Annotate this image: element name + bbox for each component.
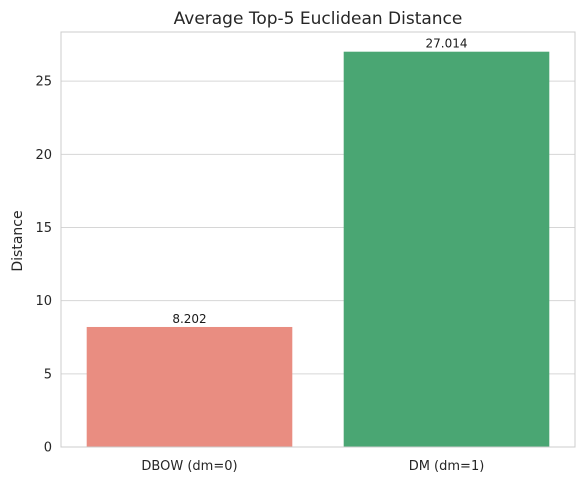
y-tick-label: 0 <box>44 441 52 456</box>
bar-value-label: 8.202 <box>172 312 206 326</box>
y-tick-label: 5 <box>44 367 52 382</box>
y-tick-label: 25 <box>35 75 52 90</box>
bar <box>86 326 293 447</box>
y-tick-labels: 0 5 10 15 20 25 <box>35 75 52 456</box>
y-tick-label: 15 <box>35 221 52 236</box>
plot-frame <box>60 31 576 448</box>
x-tick-labels: DBOW (dm=0) DM (dm=1) <box>141 459 484 474</box>
y-tick-label: 20 <box>35 148 52 163</box>
bar <box>343 51 550 447</box>
y-tick-label: 10 <box>35 294 52 309</box>
chart-title: Average Top-5 Euclidean Distance <box>174 9 463 29</box>
x-tick-label: DM (dm=1) <box>409 459 485 474</box>
x-tick-label: DBOW (dm=0) <box>141 459 237 474</box>
bar-value-label: 27.014 <box>426 37 468 51</box>
y-axis-title: Distance <box>10 210 26 271</box>
data-labels: 8.202 27.014 <box>172 37 467 326</box>
bars <box>86 51 550 447</box>
